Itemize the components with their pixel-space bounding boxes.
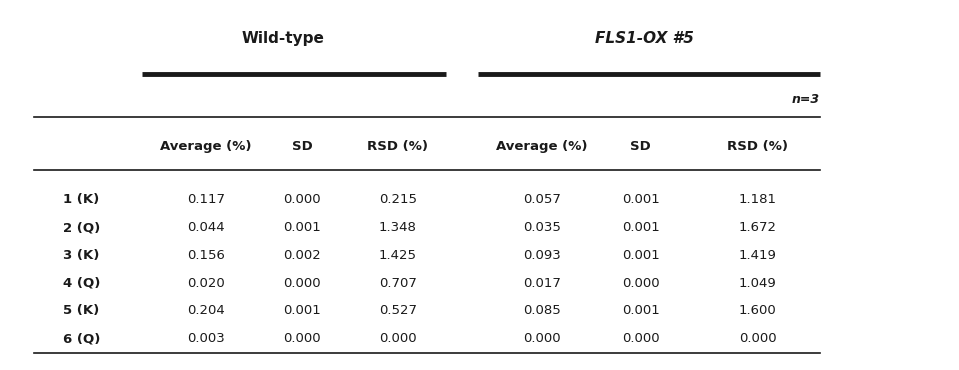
Text: 1.672: 1.672 (738, 221, 777, 234)
Text: 0.000: 0.000 (379, 332, 417, 345)
Text: n=3: n=3 (792, 93, 820, 107)
Text: 0.002: 0.002 (283, 249, 321, 262)
Text: 0.001: 0.001 (621, 193, 660, 206)
Text: 0.000: 0.000 (621, 276, 660, 290)
Text: 0.001: 0.001 (621, 304, 660, 317)
Text: 0.527: 0.527 (379, 304, 417, 317)
Text: 0.117: 0.117 (187, 193, 225, 206)
Text: Average (%): Average (%) (160, 139, 252, 153)
Text: 0.000: 0.000 (283, 276, 321, 290)
Text: SD: SD (292, 139, 313, 153)
Text: Average (%): Average (%) (496, 139, 588, 153)
Text: 0.707: 0.707 (379, 276, 417, 290)
Text: 0.000: 0.000 (738, 332, 777, 345)
Text: 3 (K): 3 (K) (63, 249, 100, 262)
Text: 1 (K): 1 (K) (63, 193, 100, 206)
Text: 1.181: 1.181 (738, 193, 777, 206)
Text: 0.000: 0.000 (283, 193, 321, 206)
Text: 0.057: 0.057 (523, 193, 561, 206)
Text: 0.001: 0.001 (621, 249, 660, 262)
Text: 5 (K): 5 (K) (63, 304, 100, 317)
Text: Wild-type: Wild-type (242, 31, 324, 46)
Text: 0.001: 0.001 (283, 221, 321, 234)
Text: 6 (Q): 6 (Q) (63, 332, 100, 345)
Text: 1.049: 1.049 (738, 276, 777, 290)
Text: 1.425: 1.425 (379, 249, 417, 262)
Text: 1.348: 1.348 (379, 221, 417, 234)
Text: 1.419: 1.419 (738, 249, 777, 262)
Text: 1.600: 1.600 (738, 304, 777, 317)
Text: 0.000: 0.000 (621, 332, 660, 345)
Text: 0.001: 0.001 (283, 304, 321, 317)
Text: 0.001: 0.001 (621, 221, 660, 234)
Text: RSD (%): RSD (%) (727, 139, 788, 153)
Text: 0.093: 0.093 (523, 249, 561, 262)
Text: 0.085: 0.085 (523, 304, 561, 317)
Text: 0.204: 0.204 (187, 304, 225, 317)
Text: 2 (Q): 2 (Q) (63, 221, 100, 234)
Text: 4 (Q): 4 (Q) (63, 276, 100, 290)
Text: 0.003: 0.003 (187, 332, 225, 345)
Text: 0.000: 0.000 (283, 332, 321, 345)
Text: 0.156: 0.156 (187, 249, 225, 262)
Text: 0.000: 0.000 (523, 332, 561, 345)
Text: FLS1-OX #5: FLS1-OX #5 (595, 31, 694, 46)
Text: RSD (%): RSD (%) (367, 139, 429, 153)
Text: 0.035: 0.035 (523, 221, 561, 234)
Text: 0.215: 0.215 (379, 193, 417, 206)
Text: SD: SD (630, 139, 651, 153)
Text: 0.020: 0.020 (187, 276, 225, 290)
Text: 0.044: 0.044 (187, 221, 225, 234)
Text: 0.017: 0.017 (523, 276, 561, 290)
